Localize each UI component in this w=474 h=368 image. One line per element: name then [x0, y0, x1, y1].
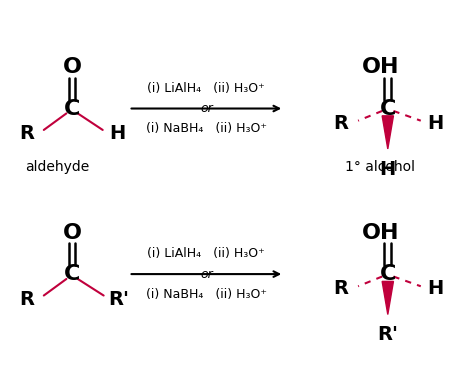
Text: R: R	[19, 124, 35, 144]
Text: R': R'	[377, 325, 398, 344]
Text: R: R	[334, 114, 349, 132]
Text: R': R'	[109, 290, 129, 309]
Text: O: O	[63, 57, 82, 77]
Text: aldehyde: aldehyde	[25, 160, 89, 174]
Text: H: H	[109, 124, 125, 144]
Text: 1° alcohol: 1° alcohol	[346, 160, 415, 174]
Polygon shape	[382, 282, 393, 315]
Text: H: H	[380, 160, 396, 178]
Text: or: or	[200, 268, 213, 280]
Text: (i) NaBH₄   (ii) H₃O⁺: (i) NaBH₄ (ii) H₃O⁺	[146, 122, 267, 135]
Text: (i) LiAlH₄   (ii) H₃O⁺: (i) LiAlH₄ (ii) H₃O⁺	[147, 82, 265, 95]
Text: C: C	[64, 264, 80, 284]
Text: OH: OH	[362, 223, 400, 243]
Text: (i) LiAlH₄   (ii) H₃O⁺: (i) LiAlH₄ (ii) H₃O⁺	[147, 247, 265, 261]
Text: C: C	[380, 264, 396, 284]
Text: H: H	[427, 279, 443, 298]
Text: C: C	[64, 99, 80, 118]
Polygon shape	[382, 116, 393, 149]
Text: C: C	[380, 99, 396, 118]
Text: R: R	[19, 290, 35, 309]
Text: or: or	[200, 102, 213, 115]
Text: OH: OH	[362, 57, 400, 77]
Text: (i) NaBH₄   (ii) H₃O⁺: (i) NaBH₄ (ii) H₃O⁺	[146, 288, 267, 301]
Text: R: R	[334, 279, 349, 298]
Text: H: H	[427, 114, 443, 132]
Text: O: O	[63, 223, 82, 243]
